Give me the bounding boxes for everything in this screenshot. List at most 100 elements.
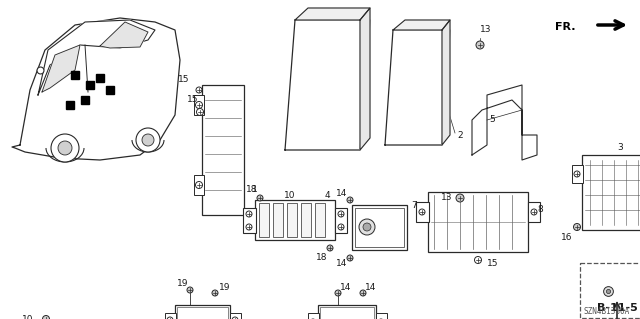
Text: 18: 18 (246, 186, 258, 195)
Circle shape (246, 211, 252, 217)
Text: 3: 3 (617, 144, 623, 152)
Text: 18: 18 (316, 254, 328, 263)
Bar (202, 85, 244, 215)
Polygon shape (385, 30, 450, 145)
Text: 13: 13 (480, 26, 492, 34)
Bar (335, 208, 347, 233)
Polygon shape (285, 20, 370, 150)
Bar (355, 208, 404, 247)
Bar (81, 96, 89, 104)
Circle shape (335, 290, 341, 296)
Bar (86, 81, 94, 89)
Text: 15: 15 (179, 76, 189, 85)
Polygon shape (42, 45, 80, 92)
Circle shape (363, 223, 371, 231)
Polygon shape (360, 8, 370, 150)
Text: FR.: FR. (554, 22, 575, 32)
Circle shape (573, 224, 580, 231)
Polygon shape (38, 20, 155, 95)
Circle shape (196, 108, 204, 115)
Polygon shape (442, 20, 450, 145)
Circle shape (187, 287, 193, 293)
Polygon shape (295, 8, 370, 20)
Bar (259, 203, 269, 237)
Circle shape (257, 195, 263, 201)
Bar (194, 95, 204, 115)
Circle shape (136, 128, 160, 152)
Text: 13: 13 (441, 194, 452, 203)
Text: 14: 14 (365, 283, 377, 292)
Bar (528, 202, 540, 222)
Bar (165, 313, 176, 319)
Bar (308, 313, 319, 319)
Bar (175, 305, 230, 319)
Bar (194, 175, 204, 195)
Text: SZN4B1380A: SZN4B1380A (584, 308, 630, 316)
Circle shape (347, 197, 353, 203)
Bar (572, 165, 583, 183)
Circle shape (476, 41, 484, 49)
Circle shape (167, 317, 173, 319)
Bar (177, 307, 228, 319)
Text: 4: 4 (324, 190, 330, 199)
Circle shape (338, 211, 344, 217)
Text: 19: 19 (220, 283, 231, 292)
Bar (106, 86, 114, 94)
Text: 2: 2 (457, 130, 463, 139)
Circle shape (142, 134, 154, 146)
Bar (255, 200, 335, 240)
Text: 5: 5 (489, 115, 495, 124)
Text: B-11-5: B-11-5 (596, 303, 637, 313)
Circle shape (531, 209, 537, 215)
Bar (320, 307, 374, 319)
Circle shape (359, 219, 375, 235)
Circle shape (419, 209, 425, 215)
Bar (301, 203, 311, 237)
Text: 16: 16 (561, 233, 573, 241)
Polygon shape (472, 85, 537, 160)
Bar (585, 268, 640, 308)
Text: 14: 14 (336, 189, 348, 197)
Text: 15: 15 (487, 259, 499, 269)
Polygon shape (393, 20, 450, 30)
Bar (352, 205, 407, 250)
Bar (66, 101, 74, 109)
Bar (428, 192, 528, 252)
Circle shape (338, 224, 344, 230)
Bar (273, 203, 283, 237)
Text: 14: 14 (336, 258, 348, 268)
Polygon shape (12, 18, 180, 160)
Circle shape (51, 134, 79, 162)
Text: 15: 15 (188, 95, 199, 105)
Circle shape (347, 255, 353, 261)
Bar (588, 271, 637, 305)
Bar (318, 305, 376, 319)
Bar (96, 74, 104, 82)
Circle shape (195, 182, 202, 189)
Circle shape (212, 290, 218, 296)
Circle shape (42, 315, 49, 319)
Text: 1: 1 (252, 186, 258, 195)
Circle shape (196, 87, 202, 93)
Circle shape (232, 317, 238, 319)
Circle shape (474, 256, 481, 263)
Circle shape (360, 290, 366, 296)
Text: 19: 19 (177, 278, 189, 287)
Bar (376, 313, 387, 319)
Bar (243, 208, 256, 233)
Bar (315, 203, 325, 237)
Bar (416, 202, 429, 222)
Bar (287, 203, 297, 237)
Polygon shape (100, 22, 148, 48)
Bar (71, 71, 79, 79)
Circle shape (574, 171, 580, 177)
Circle shape (327, 245, 333, 251)
Text: 10: 10 (284, 190, 296, 199)
Bar (580, 263, 640, 318)
Text: 14: 14 (340, 283, 352, 292)
Text: 8: 8 (537, 205, 543, 214)
Text: 10: 10 (22, 315, 34, 319)
Circle shape (195, 101, 202, 108)
Circle shape (246, 224, 252, 230)
Bar (582, 155, 640, 230)
